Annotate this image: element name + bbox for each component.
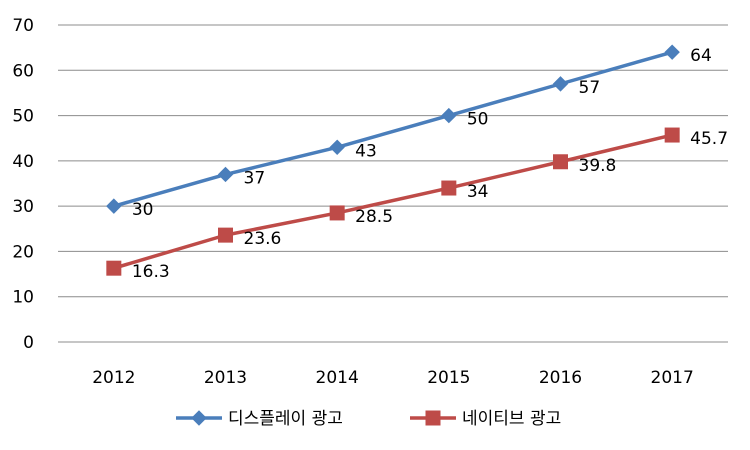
- y-tick-label: 0: [23, 333, 34, 353]
- series-line: [113, 50, 673, 208]
- data-point: [553, 154, 568, 170]
- data-point: [664, 44, 680, 60]
- y-tick-label: 70: [12, 16, 34, 36]
- x-tick-label: 2015: [427, 368, 470, 388]
- series-line: [113, 133, 673, 270]
- data-label: 16.3: [132, 262, 170, 282]
- x-tick-label: 2013: [204, 368, 247, 388]
- data-point: [218, 227, 233, 243]
- data-label: 30: [132, 200, 154, 220]
- legend-item: 디스플레이 광고: [176, 409, 343, 429]
- data-point: [441, 180, 457, 196]
- data-point: [106, 198, 122, 214]
- data-point: [664, 127, 680, 143]
- x-tick-label: 2012: [92, 368, 135, 388]
- data-label: 57: [579, 78, 601, 98]
- x-tick-label: 2017: [651, 368, 694, 388]
- data-label: 28.5: [355, 207, 393, 227]
- grid-lines: [58, 24, 728, 343]
- y-tick-label: 10: [12, 288, 34, 308]
- data-label: 45.7: [690, 129, 728, 149]
- data-point: [441, 107, 457, 124]
- series-0: 30 37 43 50 57 64: [106, 44, 712, 220]
- data-label: 37: [244, 168, 266, 188]
- x-axis-ticks: 2012 2013 2014 2015 2016 2017: [92, 368, 694, 388]
- legend-marker: [425, 410, 441, 426]
- series-1: 16.3 23.6 28.5 34 39.8 45.7: [106, 127, 728, 282]
- legend-marker: [191, 410, 207, 426]
- data-label: 23.6: [244, 229, 282, 249]
- data-point: [329, 205, 345, 221]
- data-label: 50: [467, 110, 489, 130]
- y-tick-label: 20: [12, 242, 34, 262]
- legend-label: 디스플레이 광고: [228, 409, 343, 429]
- y-tick-label: 60: [12, 61, 34, 81]
- series-group: 30 37 43 50 57 64 16.3 23.6 28.5 34 39.8 45.7: [106, 44, 728, 282]
- x-tick-label: 2014: [316, 368, 359, 388]
- legend: 디스플레이 광고 네이티브 광고: [176, 409, 561, 429]
- data-point: [217, 166, 234, 183]
- data-label: 43: [355, 141, 377, 161]
- data-label: 39.8: [579, 156, 617, 176]
- data-point: [552, 76, 569, 92]
- data-label: 64: [690, 46, 712, 66]
- y-tick-label: 50: [12, 107, 34, 127]
- data-point: [106, 260, 122, 276]
- y-axis-ticks: 0 10 20 30 40 50 60 70: [12, 16, 34, 353]
- y-tick-label: 40: [12, 152, 34, 172]
- legend-item: 네이티브 광고: [410, 409, 561, 429]
- y-tick-label: 30: [12, 197, 34, 217]
- x-tick-label: 2016: [539, 368, 582, 388]
- legend-label: 네이티브 광고: [462, 409, 561, 429]
- data-point: [329, 139, 345, 155]
- data-label: 34: [467, 182, 489, 202]
